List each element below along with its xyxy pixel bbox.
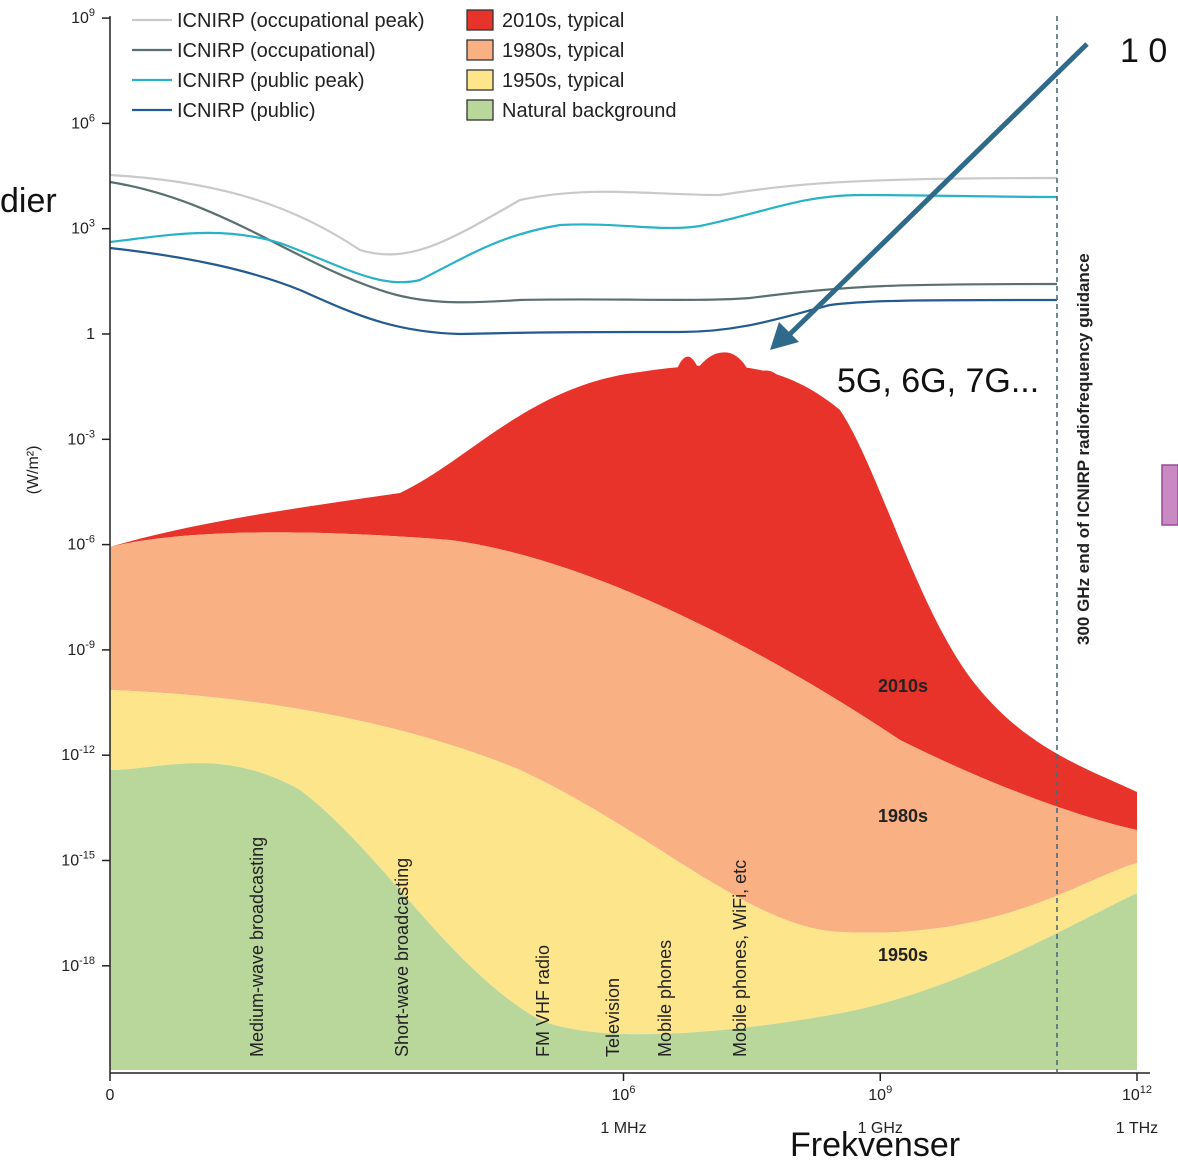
icnirp-lines — [109, 173, 1058, 336]
band-labels: 2010s 1980s 1950s — [878, 676, 928, 965]
x-tick-unit-label: 1 MHz — [600, 1120, 646, 1137]
band-label-1980s: 1980s — [878, 806, 928, 826]
x-tick-label: 0 — [106, 1087, 115, 1104]
guidance-label: 300 GHz end of ICNIRP radiofrequency gui… — [1074, 253, 1093, 645]
y-tick-label: 1 — [86, 326, 95, 343]
callout-arrow-line — [788, 42, 1089, 336]
legend-entry: 2010s, typical — [502, 10, 624, 32]
line-occupational — [109, 180, 1058, 304]
area-1950s — [110, 690, 1137, 1035]
callout-dier: dier — [0, 182, 57, 220]
y-axis-label: (W/m²) — [25, 446, 42, 495]
legend-entry: 1950s, typical — [502, 70, 624, 92]
legend-swatch-box — [466, 99, 494, 121]
callouts: 1 0 5G, 6G, 7G... dier Frekvenser — [0, 32, 1167, 1164]
x-tick-label: 109 — [868, 1084, 892, 1104]
legend-swatch-box — [466, 39, 494, 61]
application-annotations: Medium-wave broadcasting Short-wave broa… — [247, 837, 750, 1057]
area-2010s — [110, 365, 1137, 830]
x-axis-label: Frekvenser — [790, 1126, 960, 1164]
callout-10: 1 0 — [1120, 32, 1167, 70]
y-tick-label: 109 — [71, 7, 95, 27]
band-label-1950s: 1950s — [878, 945, 928, 965]
y-tick-label: 106 — [71, 112, 95, 132]
band-label-2010s: 2010s — [878, 676, 928, 696]
area-natural-background — [110, 763, 1137, 1070]
legend-entry: Natural background — [502, 100, 677, 122]
x-tick-label: 1012 — [1122, 1084, 1152, 1104]
legend-entry: ICNIRP (public) — [177, 100, 316, 122]
line-public — [109, 246, 1058, 336]
y-tick-label: 10-12 — [61, 744, 95, 764]
annotation-fm-vhf: FM VHF radio — [533, 945, 553, 1057]
5g-peaks — [676, 352, 790, 395]
y-tick-label: 10-18 — [61, 955, 95, 975]
x-tick-label: 106 — [612, 1084, 636, 1104]
edge-shape — [1161, 464, 1178, 526]
y-tick-label: 10-9 — [67, 639, 95, 659]
annotation-short-wave: Short-wave broadcasting — [392, 858, 412, 1057]
annotation-mobile-wifi: Mobile phones, WiFi, etc — [730, 860, 750, 1057]
legend-swatch-box — [466, 69, 494, 91]
legend-entry: 1980s, typical — [502, 40, 624, 62]
x-tick-unit-label: 1 THz — [1116, 1120, 1158, 1137]
x-tick-unit-label: 1 GHz — [858, 1120, 903, 1137]
y-tick-label: 103 — [71, 218, 95, 238]
y-tick-label: 10-15 — [61, 850, 95, 870]
legend: ICNIRP (occupational peak) ICNIRP (occupa… — [132, 9, 677, 122]
annotation-medium-wave: Medium-wave broadcasting — [247, 837, 267, 1057]
y-tick-label: 10-6 — [67, 534, 95, 554]
legend-swatch-box — [466, 9, 494, 31]
annotation-television: Television — [603, 978, 623, 1057]
legend-entry: ICNIRP (occupational) — [177, 40, 376, 62]
area-1980s — [110, 532, 1137, 933]
line-public-peak — [109, 193, 1058, 284]
callout-arrow-head — [770, 322, 799, 350]
callout-5g-6g-7g: 5G, 6G, 7G... — [837, 362, 1039, 400]
x-tick-labels: 0 106 1 MHz 109 1 GHz 1012 1 THz — [106, 1073, 1158, 1137]
y-tick-labels: 109 106 103 1 10-3 10-6 10-9 10-12 10-15 10-18 — [61, 7, 110, 975]
exposure-bands — [110, 352, 1137, 1070]
annotation-mobile-phones: Mobile phones — [655, 940, 675, 1057]
y-tick-label: 10-3 — [67, 428, 95, 448]
line-occupational-peak — [109, 173, 1058, 256]
legend-entry: ICNIRP (public peak) — [177, 70, 364, 92]
legend-entry: ICNIRP (occupational peak) — [177, 10, 425, 32]
